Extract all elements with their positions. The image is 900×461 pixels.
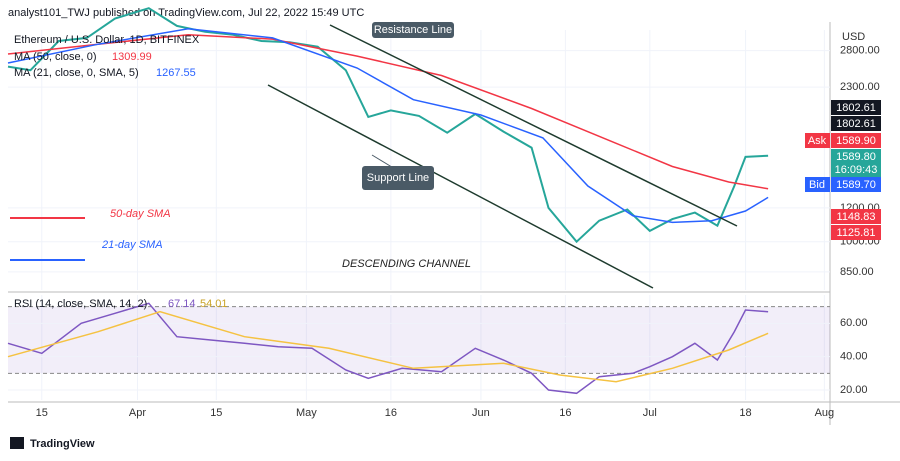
- support-line: [267, 84, 654, 289]
- symbol-title: Ethereum / U.S. Dollar, 1D, BITFINEX: [14, 34, 200, 46]
- support-label-box: [362, 166, 434, 190]
- y-tick-label: 850.00: [840, 266, 874, 278]
- support-label: Support Line: [367, 172, 429, 184]
- currency: USD: [842, 31, 865, 43]
- y-tick-label: 20.00: [840, 384, 868, 396]
- series-line: [7, 302, 769, 395]
- price-label: 1125.81: [837, 227, 876, 239]
- price-label: 1802.61: [836, 102, 876, 114]
- x-tick-label: Apr: [129, 407, 146, 419]
- rsi-legend: RSI (14, close, SMA, 14, 2): [14, 298, 147, 310]
- brand: TradingView: [30, 438, 95, 450]
- price-label-box: [831, 225, 881, 240]
- price-label: 1589.80: [836, 151, 876, 163]
- price-label-box: [831, 100, 881, 115]
- series-line: [7, 310, 769, 383]
- logo: [10, 437, 24, 449]
- rsi-band: [8, 306, 830, 374]
- sma21-note: 21-day SMA: [101, 239, 163, 251]
- series-line: [7, 34, 769, 190]
- resistance-label: Resistance Line: [374, 24, 452, 36]
- rsi-value: 67.14: [168, 298, 196, 310]
- y-tick-label: 2800.00: [840, 45, 880, 57]
- price-label-box: [831, 177, 881, 192]
- y-tick-label: 60.00: [840, 317, 868, 329]
- price-label-box: [831, 149, 881, 177]
- countdown: 16:09:43: [835, 164, 878, 176]
- resistance-label-box: [372, 22, 454, 38]
- y-tick-label: 40.00: [840, 351, 868, 363]
- ma21-value: 1267.55: [156, 67, 196, 79]
- x-tick-label: 15: [36, 407, 48, 419]
- x-tick-label: 15: [210, 407, 222, 419]
- x-tick-label: 16: [559, 407, 571, 419]
- publisher: analyst101_TWJ published on TradingView.…: [8, 7, 364, 19]
- price-label-box: [831, 116, 881, 131]
- price-label: 1802.61: [836, 118, 876, 130]
- price-label: 1589.90: [836, 135, 876, 147]
- price-label: 1148.83: [837, 211, 876, 223]
- x-tick-label: 16: [385, 407, 397, 419]
- x-tick-label: 18: [739, 407, 751, 419]
- x-tick-label: Jun: [472, 407, 490, 419]
- price-label-box: [831, 133, 881, 148]
- ma21-legend: MA (21, close, 0, SMA, 5): [14, 67, 139, 79]
- bid-tag-box: [805, 177, 830, 192]
- bid-tag: Bid: [809, 179, 825, 191]
- y-tick-label: 2300.00: [840, 81, 880, 93]
- price-label-box: [831, 209, 881, 224]
- rsi-ma-value: 54.01: [200, 298, 228, 310]
- ma50-legend: MA (50, close, 0): [14, 51, 97, 63]
- series-line: [7, 28, 769, 224]
- ask-tag-box: [805, 133, 830, 148]
- ask-tag: Ask: [808, 135, 827, 147]
- channel-note: DESCENDING CHANNEL: [342, 258, 471, 270]
- x-tick-label: Aug: [815, 407, 835, 419]
- x-tick-label: Jul: [643, 407, 657, 419]
- x-tick-label: May: [296, 407, 317, 419]
- sma50-note: 50-day SMA: [110, 208, 171, 220]
- price-label: 1589.70: [836, 179, 876, 191]
- series-line: [7, 7, 769, 244]
- ma50-value: 1309.99: [112, 51, 152, 63]
- resistance-line: [329, 24, 738, 227]
